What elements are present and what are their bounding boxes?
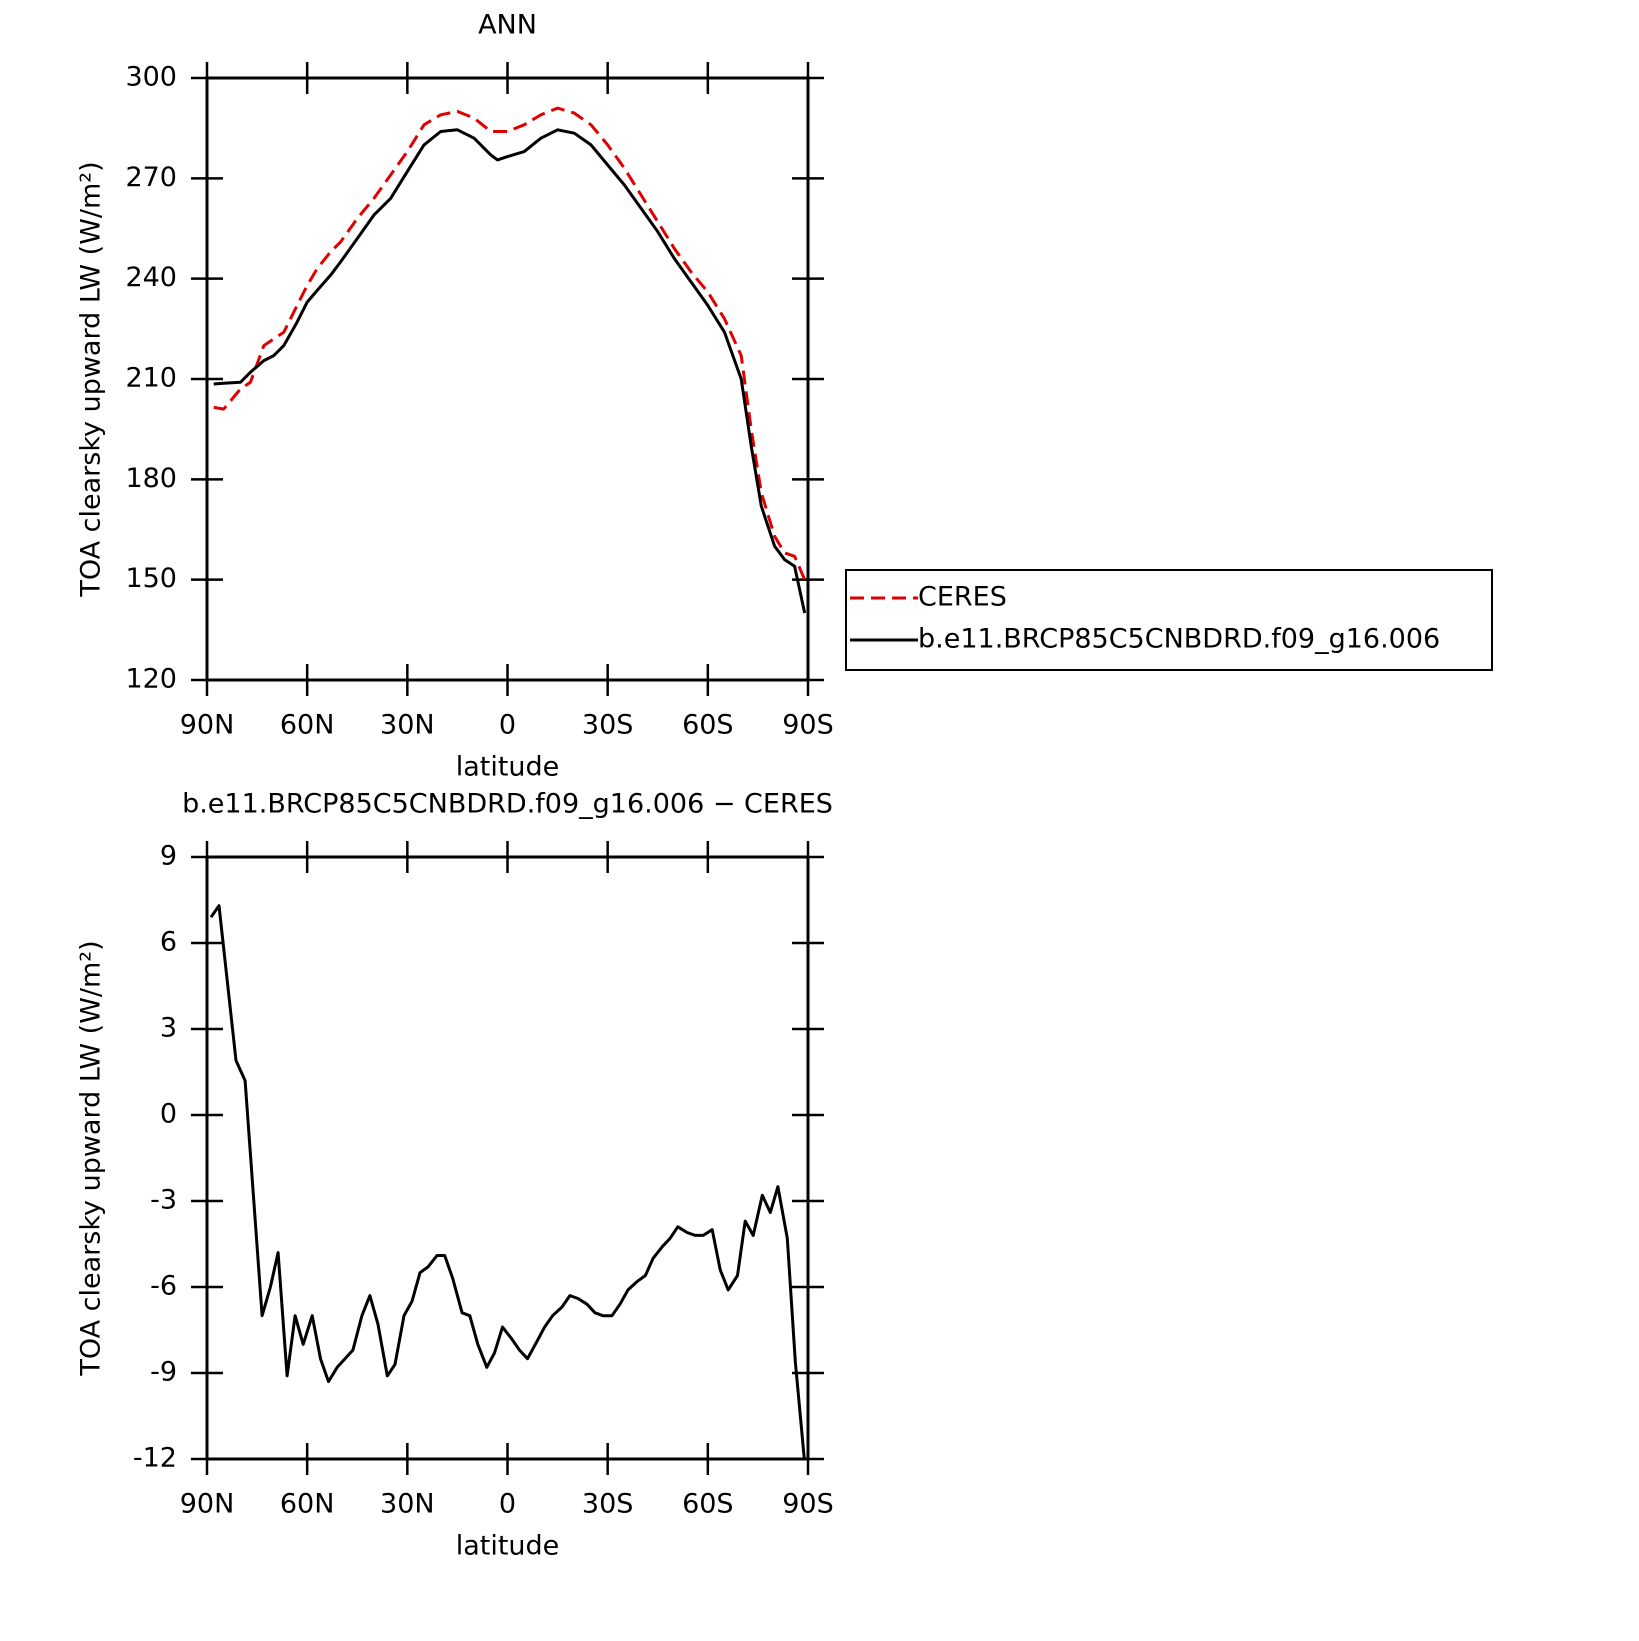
x-tick-label: 90N (180, 710, 235, 741)
x-tick-label: 60N (280, 1489, 335, 1520)
y-tick-label: 210 (125, 363, 177, 394)
x-tick-label: 30S (582, 710, 634, 741)
x-tick-label: 30S (582, 1489, 634, 1520)
y-tick-label: -3 (150, 1185, 177, 1216)
chart-title: b.e11.BRCP85C5CNBDRD.f09_g16.006 − CERES (182, 789, 833, 820)
x-tick-label: 60S (682, 710, 734, 741)
y-tick-label: 3 (160, 1013, 177, 1044)
x-tick-label: 30N (380, 1489, 435, 1520)
chart-title: ANN (478, 10, 537, 41)
x-tick-label: 90N (180, 1489, 235, 1520)
x-tick-label: 60S (682, 1489, 734, 1520)
y-tick-label: -9 (150, 1357, 177, 1388)
x-axis-label: latitude (456, 1531, 560, 1562)
y-tick-label: 0 (160, 1099, 177, 1130)
y-tick-label: 120 (125, 664, 177, 695)
legend-box (845, 569, 1493, 671)
y-tick-label: 6 (160, 927, 177, 958)
y-tick-label: 240 (125, 262, 177, 293)
x-tick-label: 60N (280, 710, 335, 741)
x-tick-label: 30N (380, 710, 435, 741)
x-tick-label: 0 (499, 1489, 516, 1520)
y-tick-label: 300 (125, 62, 177, 93)
y-tick-label: 270 (125, 162, 177, 193)
y-tick-label: 9 (160, 841, 177, 872)
y-axis-label: TOA clearsky upward LW (W/m²) (76, 161, 107, 597)
y-tick-label: 150 (125, 563, 177, 594)
plot-frame (205, 76, 810, 682)
x-tick-label: 0 (499, 710, 516, 741)
legend-label: CERES (918, 582, 1007, 613)
plot-frame (205, 855, 810, 1461)
y-tick-label: -6 (150, 1271, 177, 1302)
y-tick-label: 180 (125, 463, 177, 494)
data-line (213, 128, 807, 614)
y-tick-label: -12 (133, 1443, 177, 1474)
y-axis-label: TOA clearsky upward LW (W/m²) (76, 940, 107, 1376)
x-tick-label: 90S (782, 710, 834, 741)
legend-label: b.e11.BRCP85C5CNBDRD.f09_g16.006 (918, 624, 1440, 655)
x-axis-label: latitude (456, 752, 560, 783)
x-tick-label: 90S (782, 1489, 834, 1520)
data-line (209, 904, 806, 1460)
data-line (213, 106, 807, 581)
